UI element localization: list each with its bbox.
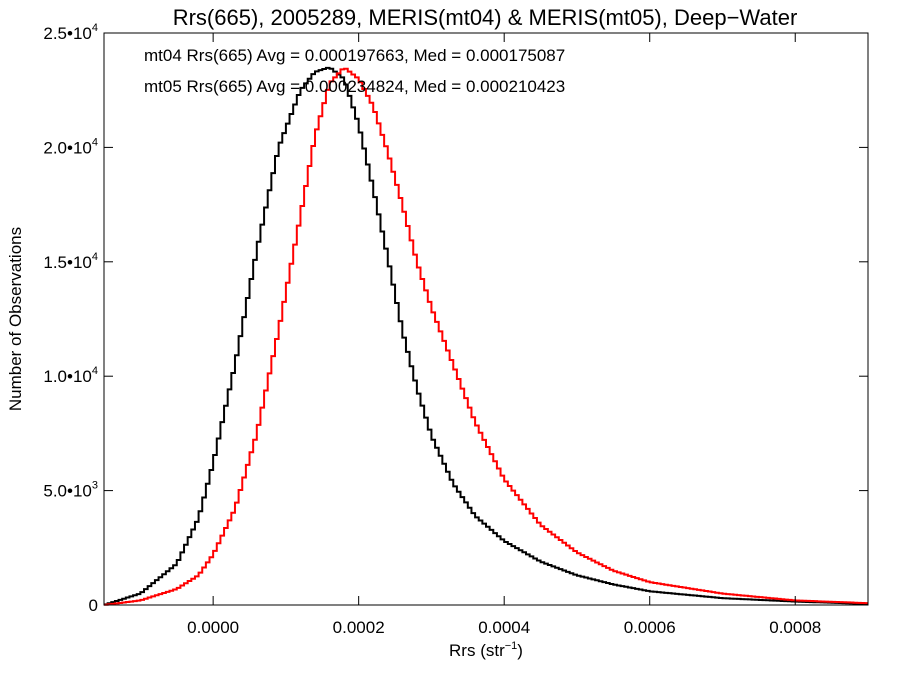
series-line-1 bbox=[104, 67, 868, 606]
y-tick-label-4: 2.0•104 bbox=[43, 136, 98, 157]
x-tick-label-3: 0.0006 bbox=[624, 618, 676, 637]
x-axis-label: Rrs (str−1) bbox=[449, 640, 523, 660]
x-tick-label-1: 0.0002 bbox=[333, 618, 385, 637]
series-line-0 bbox=[104, 66, 868, 606]
chart-title: Rrs(665), 2005289, MERIS(mt04) & MERIS(m… bbox=[173, 5, 798, 30]
ticks-layer: 0.0000 0.0002 0.0004 0.0006 0.0008 0 5.0•103 1.… bbox=[43, 22, 868, 637]
y-tick-label-5: 2.5•104 bbox=[43, 22, 98, 43]
series-annotation-mt05: mt05 Rrs(665) Avg = 0.000234824, Med = 0… bbox=[144, 77, 565, 96]
y-axis-label: Number of Observations bbox=[6, 227, 25, 411]
series-annotation-mt04: mt04 Rrs(665) Avg = 0.000197663, Med = 0… bbox=[144, 46, 565, 65]
y-tick-label-1: 5.0•103 bbox=[43, 480, 98, 501]
x-axis-label-superscript: −1 bbox=[505, 640, 518, 652]
x-tick-label-4: 0.0008 bbox=[769, 618, 821, 637]
y-tick-label-0: 0 bbox=[89, 596, 98, 615]
x-axis-label-text: Rrs (str bbox=[449, 641, 505, 660]
plot-frame bbox=[103, 32, 869, 606]
series-layer bbox=[104, 66, 868, 606]
y-tick-label-3: 1.5•104 bbox=[43, 251, 98, 272]
x-tick-label-0: 0.0000 bbox=[187, 618, 239, 637]
y-tick-label-2: 1.0•104 bbox=[43, 365, 98, 386]
x-axis-label-end: ) bbox=[517, 641, 523, 660]
x-tick-label-2: 0.0004 bbox=[478, 618, 530, 637]
